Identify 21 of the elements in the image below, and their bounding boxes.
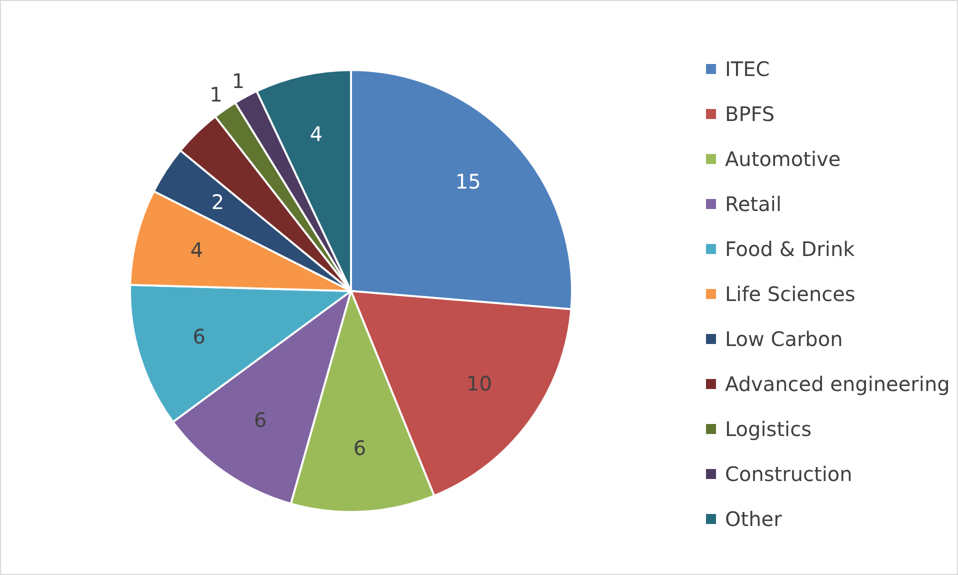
data-label: 10 bbox=[466, 371, 492, 396]
data-label: 6 bbox=[254, 408, 267, 432]
data-label: 4 bbox=[190, 238, 204, 262]
legend-label: Advanced engineering bbox=[725, 372, 950, 396]
legend-label: Automotive bbox=[725, 146, 841, 170]
data-label: 15 bbox=[455, 169, 481, 194]
legend-label: Construction bbox=[725, 462, 852, 486]
data-label: 4 bbox=[310, 122, 323, 146]
legend-label: Life Sciences bbox=[725, 282, 856, 306]
data-label: 2 bbox=[211, 190, 224, 214]
legend-label: BPFS bbox=[725, 102, 775, 126]
data-label: 1 bbox=[210, 82, 222, 106]
legend-label: Food & Drink bbox=[725, 236, 855, 260]
legend-label: Other bbox=[725, 506, 782, 530]
legend-label: Retail bbox=[725, 192, 782, 216]
legend-label: ITEC bbox=[725, 56, 770, 80]
data-label: 1 bbox=[232, 68, 245, 93]
data-label: 6 bbox=[353, 436, 366, 460]
legend-label: Logistics bbox=[725, 416, 812, 440]
data-label: 6 bbox=[192, 324, 206, 349]
legend-label: Low Carbon bbox=[725, 326, 843, 350]
